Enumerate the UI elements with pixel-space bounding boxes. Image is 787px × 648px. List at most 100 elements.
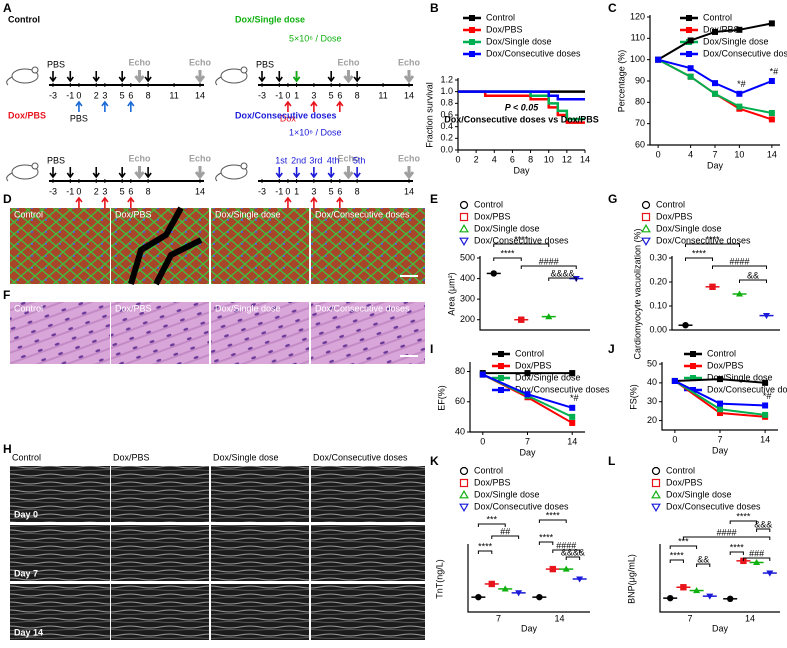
panel-label: G (608, 192, 617, 206)
legend-label: Dox/PBS (707, 360, 744, 370)
dose-arrow (292, 167, 301, 179)
panel-label: F (3, 288, 10, 302)
point (479, 371, 486, 378)
series-line (657, 58, 773, 95)
x-axis-label: Day (707, 160, 724, 170)
x-axis-label: Day (519, 447, 536, 457)
y-axis-label: TnT(ng/L) (434, 559, 444, 599)
annotation: *# (737, 79, 746, 89)
y-tick-label: 1.2 (440, 74, 453, 84)
treatment-arrow (284, 100, 292, 112)
legend-label: Dox/Single dose (656, 223, 722, 233)
significance-bracket (756, 528, 771, 532)
axes (661, 362, 778, 431)
y-axis-label: Area (μm²) (446, 272, 456, 315)
echo-row-label: Day 0 (14, 509, 38, 519)
significance-label: *** (487, 514, 498, 524)
treatment-arrow (127, 196, 135, 208)
panel-label: A (3, 1, 12, 15)
pre-label: PBS (256, 59, 274, 69)
echo-column-label: Dox/Consecutive doses (313, 452, 408, 462)
x-tick-label: 14 (567, 436, 577, 446)
y-tick-label: 120 (630, 11, 645, 21)
pre-label: PBS (47, 59, 65, 69)
legend-marker (686, 15, 692, 21)
echo-image (10, 584, 110, 640)
significance-bracket (548, 277, 577, 281)
point (569, 404, 576, 411)
day-label: 14 (404, 186, 414, 196)
legend-marker (641, 200, 651, 210)
he-image (311, 302, 425, 364)
legend-label: Dox/PBS (486, 24, 523, 34)
legend-label: Control (486, 12, 515, 22)
mouse-icon (220, 68, 248, 84)
legend-marker (690, 351, 696, 357)
significance-bracket (669, 545, 698, 549)
dose-order: 5th (353, 155, 366, 165)
echo-image (311, 466, 425, 522)
legend-marker (498, 351, 504, 357)
point (655, 56, 662, 63)
day-label: 14 (195, 186, 205, 196)
annotation: *# (770, 66, 779, 76)
day-label: -3 (258, 90, 266, 100)
legend-label: Dox/Single dose (486, 36, 552, 46)
echo-image (111, 584, 209, 640)
day-label: 2 (94, 186, 99, 196)
day-label: 8 (146, 90, 151, 100)
y-tick-label: 0.20 (649, 276, 667, 286)
panel-label: B (430, 1, 439, 15)
injection-arrow (353, 71, 361, 83)
echo-image (10, 466, 110, 522)
y-tick-label: 0.0 (440, 144, 453, 154)
significance-label: && (697, 554, 709, 564)
dose-order: 4th (327, 155, 340, 165)
mouse-icon (11, 164, 39, 180)
echo-image (111, 466, 209, 522)
treatment-arrow (336, 100, 344, 112)
echo-row-label: Day 14 (14, 627, 43, 637)
legend-label: Control (666, 465, 695, 475)
echo-label: Echo (128, 57, 151, 67)
injection-arrow (92, 71, 100, 83)
mouse-icon (220, 164, 248, 180)
significance-bracket (685, 257, 713, 261)
y-tick-label: 50 (647, 358, 657, 368)
legend-marker (469, 27, 475, 33)
injection-arrow (66, 71, 74, 83)
day-label: 5 (329, 90, 334, 100)
echo-label: Echo (337, 153, 360, 163)
legend-marker (686, 27, 692, 33)
group-title: Control (8, 14, 40, 24)
mouse-tail (215, 76, 222, 86)
injection-arrow (144, 71, 152, 83)
pre-label: PBS (47, 155, 65, 165)
legend-label: Dox/Single dose (515, 372, 581, 382)
below-label: PBS (70, 113, 88, 123)
annotation: *# (763, 391, 772, 401)
y-tick-label: 0.4 (440, 121, 453, 131)
significance-bracket (565, 556, 581, 560)
day-label: 6 (128, 186, 133, 196)
significance-bracket (739, 279, 767, 283)
mouse-icon (11, 68, 39, 84)
legend-label: Dox/Consecutive doses (486, 48, 581, 58)
echo-label: Echo (189, 57, 212, 67)
point (768, 20, 775, 27)
point (569, 413, 576, 420)
significance-bracket (742, 557, 771, 561)
significance-bracket (493, 243, 550, 247)
legend-marker (469, 15, 475, 21)
legend-label: Dox/Consecutive doses (474, 501, 569, 511)
injection-arrow (118, 71, 126, 83)
legend-marker (459, 478, 469, 488)
y-tick-label: 90 (635, 75, 645, 85)
treatment-arrow (284, 196, 292, 208)
y-tick-label: 40 (647, 377, 657, 387)
legend-label: Control (474, 199, 503, 209)
day-label: 6 (337, 186, 342, 196)
day-label: 8 (146, 186, 151, 196)
legend-marker (469, 39, 475, 45)
axes (467, 544, 590, 613)
